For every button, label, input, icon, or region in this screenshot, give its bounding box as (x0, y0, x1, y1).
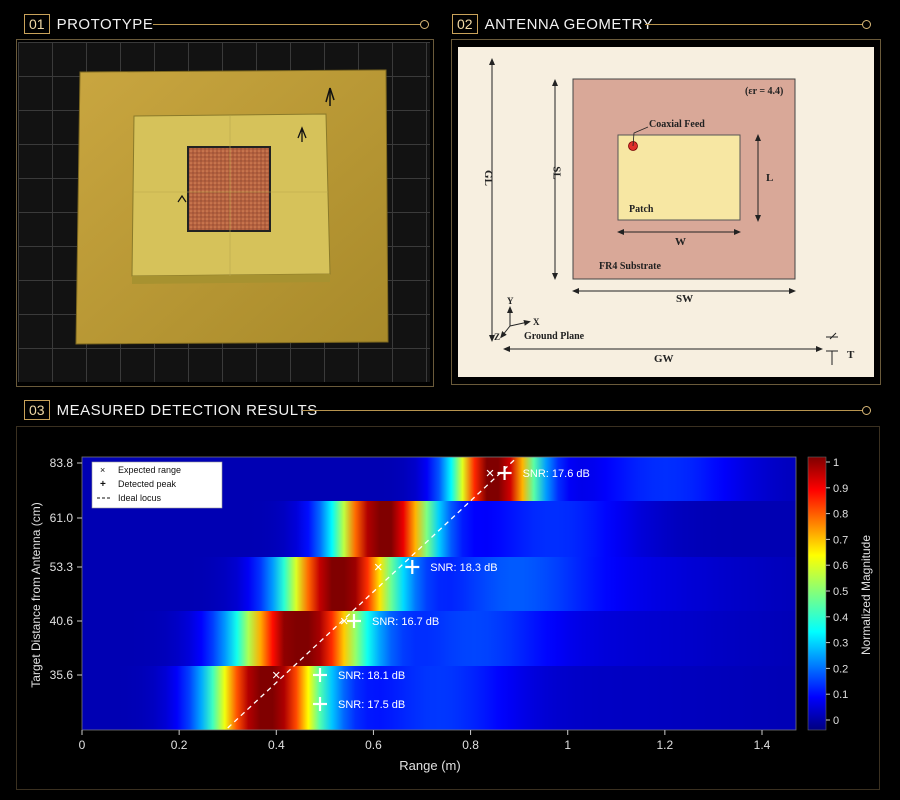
colorbar-ticks: 0 0.1 0.2 0.3 0.4 0.5 0.6 0.7 0.8 0.9 1 (826, 457, 848, 727)
x-tick-label: 0 (79, 738, 86, 752)
panel-02-header: 02 ANTENNA GEOMETRY (452, 13, 653, 35)
antenna-geometry-diagram: (εr = 4.4) Coaxial Feed Patch FR4 Substr… (458, 47, 874, 377)
colorbar-tick-label: 0.7 (833, 534, 848, 546)
patch-label: Patch (629, 204, 654, 215)
y-tick-label: 61.0 (50, 511, 74, 525)
heatmap-row (82, 557, 796, 611)
snr-label: SNR: 18.1 dB (338, 670, 405, 682)
panel-number: 01 (24, 14, 50, 34)
prototype-photo (18, 42, 430, 382)
colorbar-tick-label: 0.6 (833, 560, 848, 572)
colorbar-tick-label: 0.3 (833, 638, 848, 650)
header-end-dot (420, 20, 429, 29)
axis-x-label: X (533, 317, 540, 327)
colorbar-tick-label: 0.4 (833, 612, 848, 624)
panel-title: ANTENNA GEOMETRY (484, 15, 654, 33)
er-label: (εr = 4.4) (745, 86, 784, 97)
axis-z-label: Z (494, 332, 501, 342)
axis-z-line (500, 325, 511, 339)
geometry-frame (451, 39, 881, 385)
y-tick-label: 35.6 (50, 668, 74, 682)
panel-title: MEASURED DETECTION RESULTS (56, 401, 318, 419)
header-rule (302, 410, 863, 411)
header-end-dot (862, 406, 871, 415)
x-tick-label: 0.6 (365, 738, 382, 752)
patch-shape (617, 134, 741, 221)
colorbar-tick-label: 0.5 (833, 586, 848, 598)
expected-marker: × (486, 465, 495, 482)
legend-expected: Expected range (118, 465, 181, 475)
legend-locus: Ideal locus (118, 493, 162, 503)
colorbar (807, 456, 827, 731)
ideal-locus-line (227, 459, 515, 729)
dim-L-label: L (766, 172, 774, 184)
colorbar-tick-label: 0.1 (833, 689, 848, 701)
colorbar-tick-label: 0.2 (833, 663, 848, 675)
axis-y-label: Y (507, 296, 514, 306)
expected-marker: × (272, 667, 281, 684)
prototype-illustration (18, 42, 430, 382)
svg-text:×: × (100, 465, 105, 475)
panel-number: 03 (24, 400, 50, 420)
legend-detected: Detected peak (118, 479, 177, 489)
panel-03-header: 03 MEASURED DETECTION RESULTS (24, 399, 318, 421)
header-rule (153, 24, 421, 25)
snr-label: SNR: 17.5 dB (338, 699, 405, 711)
colorbar-label: Normalized Magnitude (859, 535, 873, 655)
header-end-dot (862, 20, 871, 29)
snr-label: SNR: 18.3 dB (430, 562, 497, 574)
y-tick-label: 53.3 (50, 560, 74, 574)
expected-marker: × (340, 613, 349, 630)
colorbar-tick-label: 0.8 (833, 509, 848, 521)
x-tick-label: 1.2 (657, 738, 674, 752)
prototype-frame (16, 39, 434, 387)
markers: × × × × SNR: 17.6 dB SNR: 18.3 dB SNR: 16.7 dB… (272, 465, 590, 711)
heatmap-row (82, 611, 796, 666)
y-axis-ticks: 83.8 61.0 53.3 40.6 35.6 (50, 456, 82, 682)
dim-T-label: T (847, 349, 855, 361)
x-tick-label: 0.4 (268, 738, 285, 752)
dim-W-label: W (675, 236, 686, 248)
colorbar-tick-label: 0 (833, 715, 839, 727)
dim-GW-label: GW (654, 353, 674, 365)
y-tick-label: 40.6 (50, 614, 74, 628)
ideal-locus (227, 459, 515, 729)
ground-plane-label: Ground Plane (524, 331, 585, 342)
x-tick-label: 0.8 (462, 738, 479, 752)
x-axis-ticks: 0 0.2 0.4 0.6 0.8 1 1.2 1.4 (79, 730, 771, 752)
panel-number: 02 (452, 14, 478, 34)
snr-label: SNR: 16.7 dB (372, 616, 439, 628)
heatmap-row (82, 666, 796, 730)
coaxial-feed-label: Coaxial Feed (649, 119, 705, 130)
panel-title: PROTOTYPE (56, 15, 154, 33)
heatmap-row (82, 501, 796, 557)
panel-01-header: 01 PROTOTYPE (24, 13, 153, 35)
results-frame (16, 426, 880, 790)
x-tick-label: 0.2 (171, 738, 188, 752)
x-tick-label: 1 (564, 738, 571, 752)
y-tick-label: 83.8 (50, 456, 74, 470)
snr-label: SNR: 17.6 dB (523, 468, 590, 480)
colorbar-tick-label: 0.9 (833, 483, 848, 495)
svg-text:+: + (100, 479, 106, 490)
axis-x-line (509, 319, 531, 327)
copper-patch (187, 146, 271, 232)
substrate-label: FR4 Substrate (599, 261, 661, 272)
colorbar-tick-label: 1 (833, 457, 839, 469)
x-axis-label: Range (m) (399, 758, 460, 773)
legend: × Expected range + Detected peak Ideal l… (91, 461, 223, 509)
expected-marker: × (374, 559, 383, 576)
y-axis-label: Target Distance from Antenna (cm) (29, 502, 43, 687)
x-tick-label: 1.4 (754, 738, 771, 752)
header-rule (645, 24, 863, 25)
dim-SW-label: SW (676, 293, 694, 305)
